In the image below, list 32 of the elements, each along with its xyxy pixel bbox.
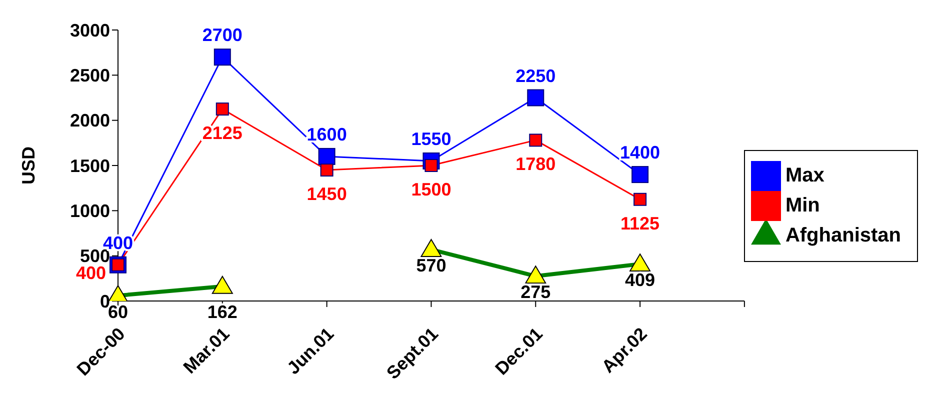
point: [216, 102, 229, 116]
y-tick-label: 3000: [70, 20, 110, 40]
point: [632, 166, 649, 184]
data-label: 1450: [306, 184, 347, 204]
legend-label: Afghanistan: [785, 224, 901, 246]
point: [529, 134, 542, 147]
data-label: 1550: [411, 128, 452, 149]
point: [527, 89, 544, 106]
y-tick-label: 1000: [70, 201, 110, 222]
data-label: 1780: [516, 154, 556, 174]
point: [320, 164, 334, 177]
data-label: 1125: [620, 213, 660, 234]
y-tick-label: 0: [100, 291, 110, 312]
y-tick-label: 1500: [70, 156, 110, 176]
data-label: 1600: [306, 124, 347, 144]
legend-label: Min: [785, 194, 820, 216]
y-tick-label: 2000: [70, 110, 110, 131]
point: [214, 48, 231, 66]
data-label: 162: [207, 302, 238, 322]
data-label: 400: [76, 262, 106, 283]
legend-label: Max: [785, 164, 824, 186]
point: [634, 192, 647, 206]
data-label: 1500: [411, 180, 452, 200]
point: [318, 148, 336, 165]
data-label: 275: [520, 282, 551, 302]
data-label: 1400: [620, 142, 660, 163]
data-label: 570: [416, 256, 446, 276]
data-label: 2250: [516, 66, 556, 86]
data-label: 409: [625, 270, 656, 290]
y-tick-label: 2500: [70, 66, 110, 86]
y-axis-title: USD: [18, 146, 38, 185]
data-label: 2700: [202, 25, 242, 46]
